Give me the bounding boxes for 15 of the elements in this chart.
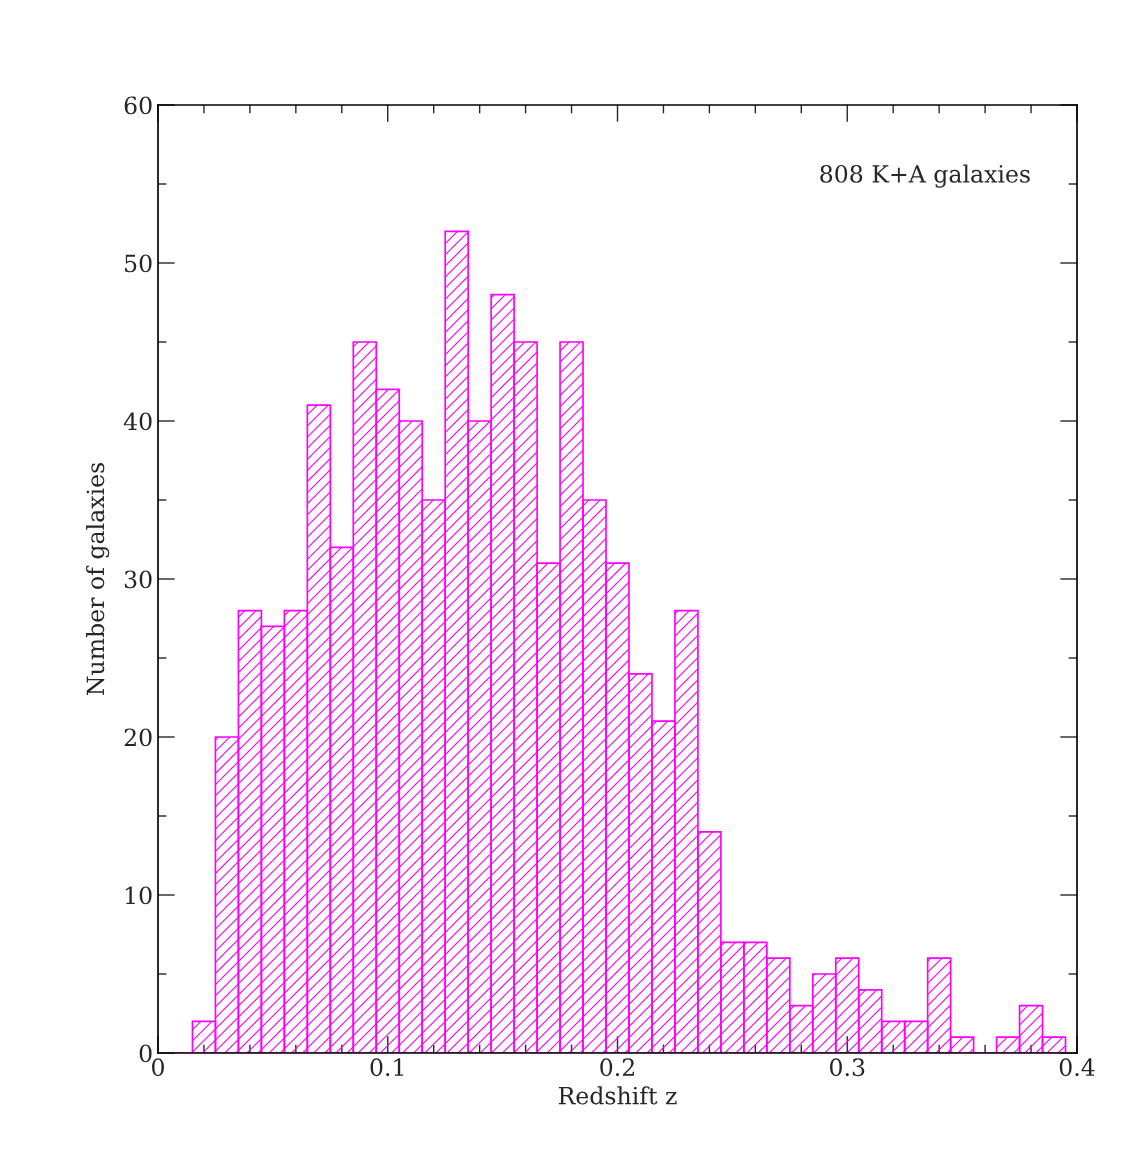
x-tick-label: 0.2 bbox=[600, 1058, 634, 1077]
y-tick-label: 60 bbox=[124, 96, 152, 115]
x-tick-label: 0.4 bbox=[1059, 1058, 1095, 1077]
x-tick-label: 0 bbox=[152, 1058, 164, 1077]
y-tick-label: 0 bbox=[139, 1044, 152, 1063]
y-tick-label: 20 bbox=[124, 728, 152, 747]
y-tick-label: 30 bbox=[124, 570, 152, 589]
x-tick-label: 0.1 bbox=[370, 1058, 404, 1077]
annotation: 808 K+A galaxies bbox=[820, 164, 1030, 188]
x-axis-title: Redshift z bbox=[558, 1086, 677, 1105]
y-axis-title: Number of galaxies bbox=[86, 463, 110, 696]
x-tick-label: 0.3 bbox=[830, 1058, 865, 1077]
y-tick-label: 50 bbox=[125, 254, 152, 273]
y-tick-label: 10 bbox=[125, 886, 152, 905]
y-tick-label: 40 bbox=[123, 412, 152, 431]
